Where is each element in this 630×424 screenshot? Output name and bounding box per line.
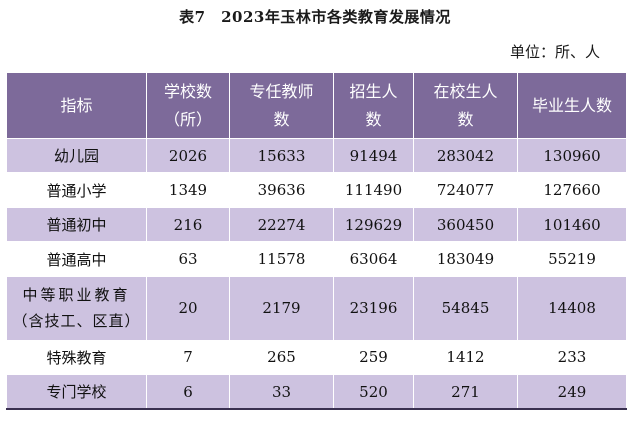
row-label-line1: 中等职业教育 xyxy=(22,286,131,305)
cell-enrolled: 129629 xyxy=(333,206,414,243)
cell-teachers: 22274 xyxy=(229,206,334,243)
cell-enrolled: 111490 xyxy=(333,172,414,208)
cell-teachers: 39636 xyxy=(229,172,334,208)
header-students-line1: 在校生人 xyxy=(433,81,498,101)
cell-enrolled: 91494 xyxy=(333,137,414,174)
header-enrolled-line2: 数 xyxy=(365,109,382,129)
table-row: 普通小学 1349 39636 111490 724077 127660 xyxy=(6,172,627,208)
unit-note: 单位：所、人 xyxy=(509,43,600,61)
cell-enrolled: 259 xyxy=(333,339,414,376)
cell-students: 1412 xyxy=(413,339,518,376)
header-schools-line1: 学校数 xyxy=(163,81,212,101)
cell-teachers: 11578 xyxy=(229,241,334,277)
table-row: 中等职业教育 （含技工、区直） 20 2179 23196 54845 1440… xyxy=(6,275,627,341)
cell-students: 724077 xyxy=(413,172,518,208)
header-indicator: 指标 xyxy=(6,72,147,139)
cell-students: 271 xyxy=(413,374,518,410)
cell-teachers: 2179 xyxy=(229,275,334,341)
cell-teachers: 265 xyxy=(229,339,334,376)
row-label: 专门学校 xyxy=(6,374,147,410)
row-label-line2: （含技工、区直） xyxy=(12,312,141,331)
cell-graduates: 101460 xyxy=(517,206,627,243)
cell-schools: 216 xyxy=(146,206,230,243)
row-label: 普通初中 xyxy=(6,206,147,243)
cell-graduates: 14408 xyxy=(517,275,627,341)
cell-students: 54845 xyxy=(413,275,518,341)
header-schools: 学校数 （所） xyxy=(146,72,230,139)
table-row: 专门学校 6 33 520 271 249 xyxy=(6,374,627,410)
cell-teachers: 33 xyxy=(229,374,334,410)
header-teachers: 专任教师 数 xyxy=(229,72,334,139)
table-title: 表7 2023年玉林市各类教育发展情况 xyxy=(179,8,451,26)
cell-enrolled: 63064 xyxy=(333,241,414,277)
table-row: 特殊教育 7 265 259 1412 233 xyxy=(6,339,627,376)
cell-graduates: 127660 xyxy=(517,172,627,208)
table-row: 普通高中 63 11578 63064 183049 55219 xyxy=(6,241,627,277)
cell-schools: 20 xyxy=(146,275,230,341)
header-schools-line2: （所） xyxy=(163,109,212,129)
header-row: 指标 学校数 （所） 专任教师 数 招生人 数 在校生人 数 毕业生人数 xyxy=(6,72,627,139)
row-label: 普通小学 xyxy=(6,172,147,208)
cell-teachers: 15633 xyxy=(229,137,334,174)
cell-schools: 6 xyxy=(146,374,230,410)
row-label: 中等职业教育 （含技工、区直） xyxy=(6,275,147,341)
cell-graduates: 130960 xyxy=(517,137,627,174)
header-enrolled: 招生人 数 xyxy=(333,72,414,139)
header-teachers-line2: 数 xyxy=(273,109,290,129)
header-teachers-line1: 专任教师 xyxy=(249,81,314,101)
row-label: 幼儿园 xyxy=(6,137,147,174)
table-row: 普通初中 216 22274 129629 360450 101460 xyxy=(6,206,627,243)
header-students-line2: 数 xyxy=(457,109,474,129)
cell-students: 183049 xyxy=(413,241,518,277)
education-stats-table: 指标 学校数 （所） 专任教师 数 招生人 数 在校生人 数 毕业生人数 幼儿园… xyxy=(6,72,627,410)
cell-enrolled: 520 xyxy=(333,374,414,410)
header-graduates: 毕业生人数 xyxy=(517,72,627,139)
cell-schools: 7 xyxy=(146,339,230,376)
cell-graduates: 55219 xyxy=(517,241,627,277)
row-label: 特殊教育 xyxy=(6,339,147,376)
cell-schools: 63 xyxy=(146,241,230,277)
cell-students: 283042 xyxy=(413,137,518,174)
cell-graduates: 233 xyxy=(517,339,627,376)
cell-graduates: 249 xyxy=(517,374,627,410)
row-label: 普通高中 xyxy=(6,241,147,277)
cell-schools: 1349 xyxy=(146,172,230,208)
cell-students: 360450 xyxy=(413,206,518,243)
cell-schools: 2026 xyxy=(146,137,230,174)
header-students: 在校生人 数 xyxy=(413,72,518,139)
cell-enrolled: 23196 xyxy=(333,275,414,341)
header-enrolled-line1: 招生人 xyxy=(349,81,398,101)
table-row: 幼儿园 2026 15633 91494 283042 130960 xyxy=(6,137,627,174)
